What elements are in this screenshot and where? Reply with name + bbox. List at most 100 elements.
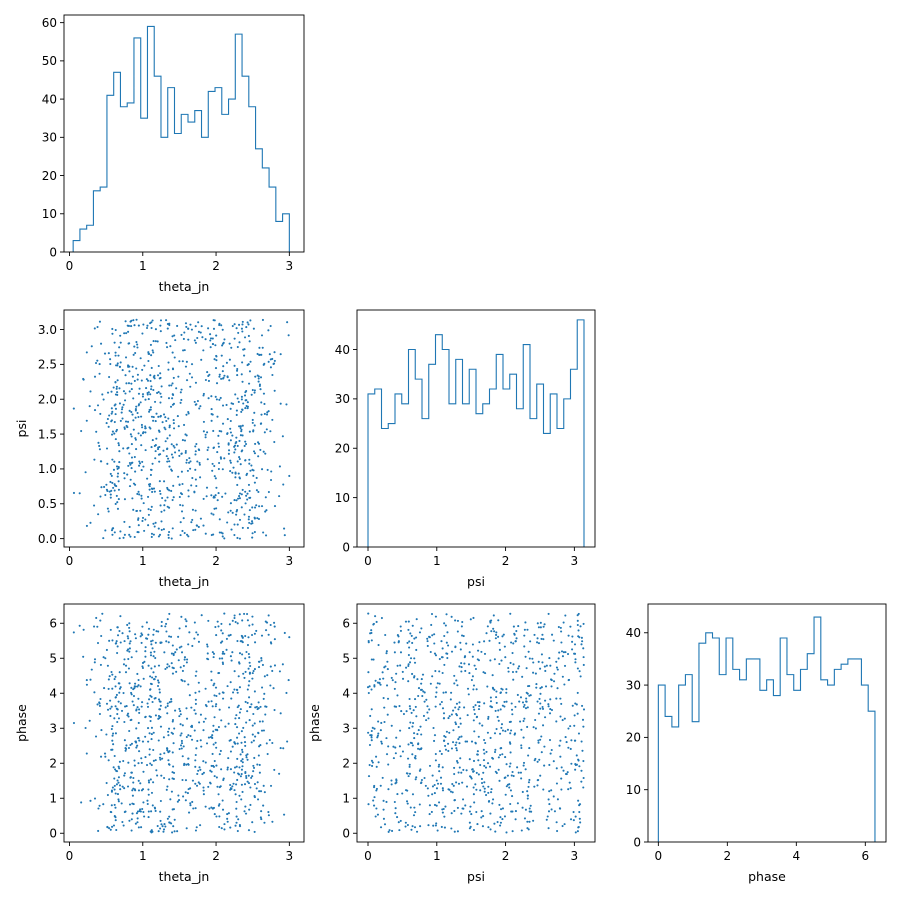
scatter-point <box>246 619 249 622</box>
scatter-point <box>152 633 155 636</box>
scatter-point <box>196 399 199 403</box>
scatter-point <box>133 788 136 791</box>
scatter-point <box>410 828 413 831</box>
scatter-point <box>144 716 147 719</box>
scatter-point <box>526 797 529 800</box>
scatter-point <box>124 356 128 359</box>
scatter-point <box>418 803 421 806</box>
scatter-point <box>257 701 260 704</box>
scatter-point <box>479 789 482 792</box>
scatter-point <box>454 721 457 724</box>
scatter-point <box>252 670 255 673</box>
scatter-point <box>210 533 213 537</box>
scatter-point <box>421 694 424 698</box>
scatter-point <box>509 762 512 765</box>
scatter-point <box>180 398 183 402</box>
scatter-points <box>366 612 586 834</box>
scatter-point <box>166 785 169 788</box>
scatter-point <box>182 517 185 520</box>
scatter-point <box>537 626 540 629</box>
scatter-point <box>111 739 114 742</box>
scatter-point <box>508 786 511 789</box>
scatter-point <box>168 489 171 492</box>
scatter-point <box>150 810 153 813</box>
scatter-point <box>471 643 474 646</box>
scatter-point <box>179 710 182 713</box>
scatter-point <box>152 731 155 734</box>
scatter-point <box>212 743 215 746</box>
scatter-point <box>194 450 197 453</box>
scatter-point <box>536 784 539 787</box>
scatter-point <box>523 703 526 707</box>
scatter-point <box>78 492 81 495</box>
scatter-point <box>179 391 182 394</box>
scatter-point <box>405 772 408 775</box>
scatter-point <box>234 723 237 726</box>
scatter-point <box>393 800 396 804</box>
scatter-point <box>187 327 190 330</box>
scatter-point <box>174 651 177 654</box>
scatter-point <box>498 642 501 645</box>
scatter-point <box>495 631 498 634</box>
y-tick-label: 0 <box>342 540 350 554</box>
scatter-point <box>229 427 232 430</box>
scatter-point <box>147 664 150 667</box>
histogram-bin <box>510 374 517 547</box>
scatter-point <box>164 416 167 419</box>
scatter-point <box>129 478 132 481</box>
scatter-point <box>186 533 189 536</box>
scatter-point <box>555 767 558 770</box>
scatter-point <box>141 661 145 665</box>
scatter-point <box>197 681 200 684</box>
scatter-point <box>548 763 551 766</box>
scatter-point <box>131 794 134 797</box>
scatter-point <box>175 387 178 390</box>
scatter-point <box>165 319 168 322</box>
scatter-point <box>534 727 537 730</box>
scatter-point <box>114 351 117 354</box>
scatter-point <box>205 486 209 489</box>
scatter-point <box>496 715 499 719</box>
scatter-point <box>195 670 198 673</box>
scatter-point <box>385 753 389 756</box>
scatter-point <box>202 392 205 395</box>
scatter-point <box>407 775 410 778</box>
scatter-point <box>129 743 132 747</box>
scatter-point <box>119 615 122 618</box>
scatter-point <box>489 828 492 831</box>
scatter-point <box>413 756 416 759</box>
scatter-point <box>385 800 388 804</box>
scatter-point <box>473 730 476 733</box>
scatter-point <box>240 410 243 413</box>
scatter-point <box>238 492 242 495</box>
scatter-point <box>567 746 570 749</box>
x-tick-label: 6 <box>861 849 869 863</box>
scatter-point <box>253 391 256 394</box>
scatter-point <box>492 627 495 630</box>
scatter-point <box>158 445 161 449</box>
scatter-point <box>109 363 112 366</box>
scatter-point <box>366 686 370 689</box>
scatter-point <box>166 618 169 621</box>
scatter-point <box>439 703 442 706</box>
scatter-point <box>144 735 147 738</box>
scatter-point <box>151 490 154 493</box>
scatter-point <box>223 338 226 341</box>
scatter-point <box>406 823 409 827</box>
scatter-point <box>239 640 242 643</box>
scatter-point <box>175 670 178 673</box>
scatter-point <box>577 629 580 632</box>
scatter-point <box>166 749 169 752</box>
scatter-point <box>485 793 488 797</box>
scatter-point <box>500 726 503 729</box>
scatter-point <box>521 790 524 793</box>
scatter-point <box>151 319 154 322</box>
x-tick-label: 0 <box>66 849 74 863</box>
scatter-point <box>478 701 481 704</box>
x-tick-label: 2 <box>502 849 510 863</box>
scatter-point <box>248 340 251 343</box>
scatter-point <box>174 709 177 712</box>
histogram-bin <box>821 680 828 842</box>
scatter-point <box>168 612 171 615</box>
